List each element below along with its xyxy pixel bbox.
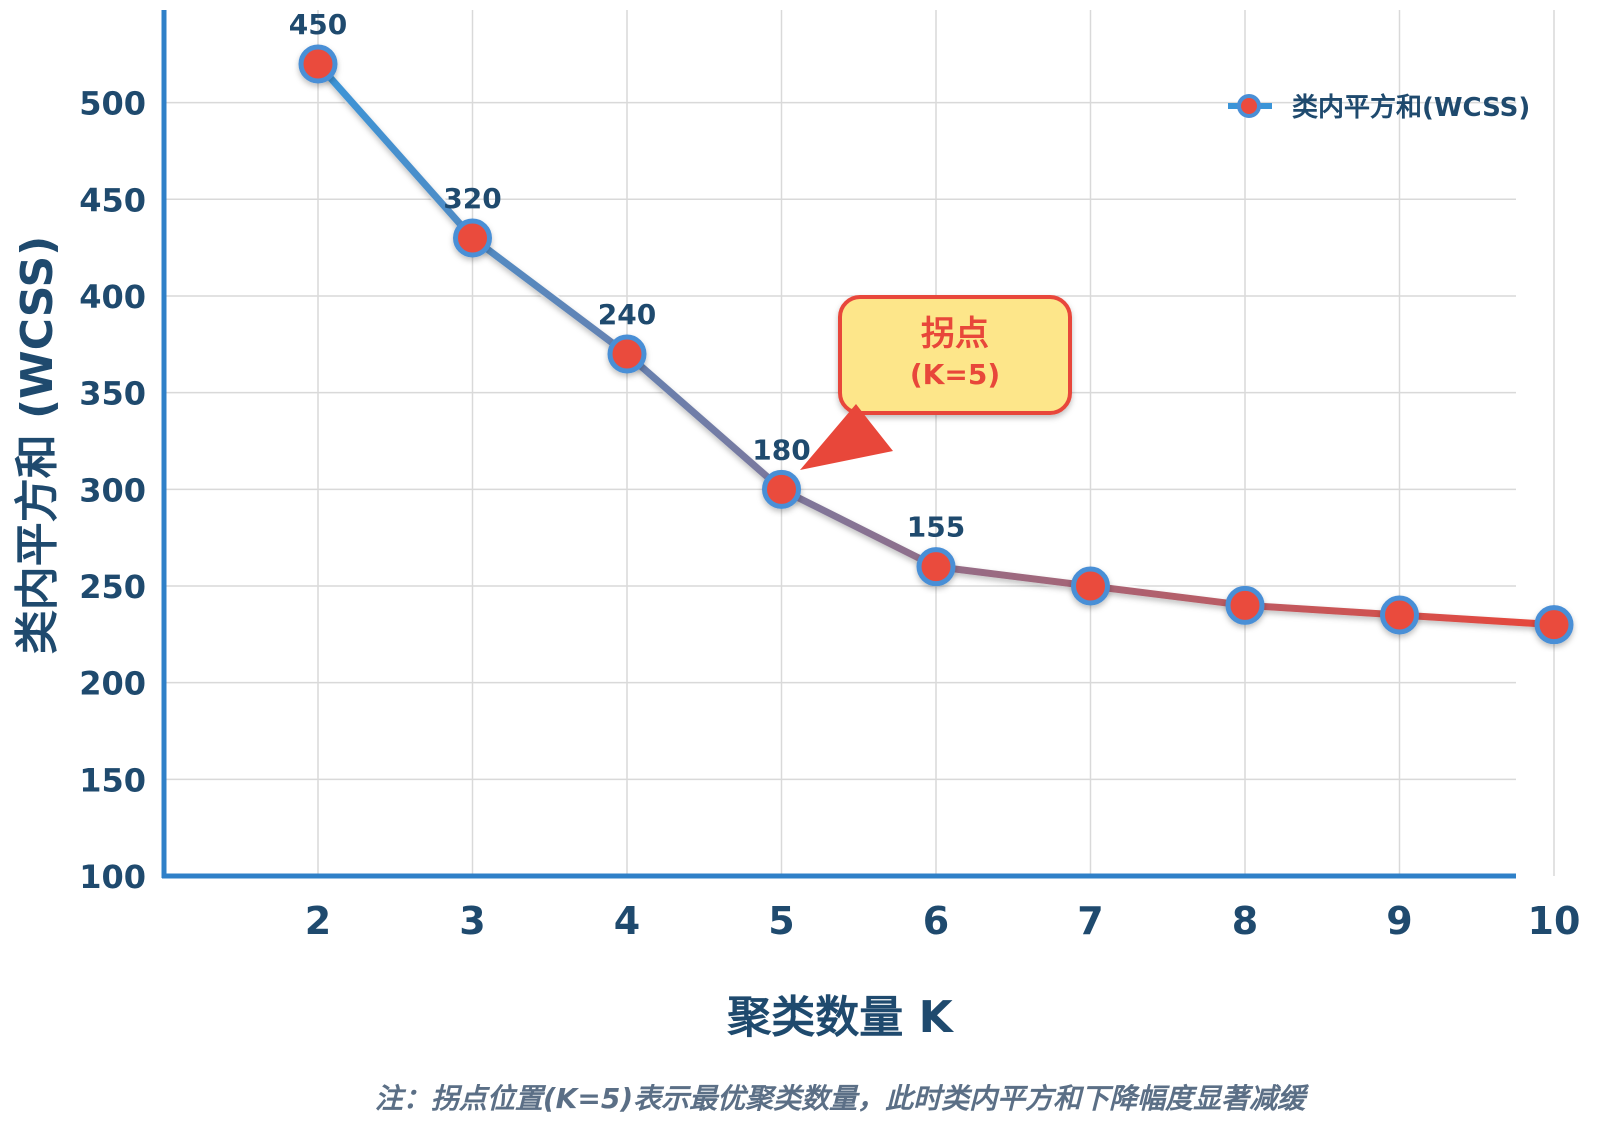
data-points xyxy=(298,44,1574,645)
x-tick-label: 9 xyxy=(1386,899,1412,943)
x-tick-label: 7 xyxy=(1077,899,1103,943)
y-tick-label: 450 xyxy=(79,181,146,219)
y-tick-label: 150 xyxy=(79,761,146,799)
data-label: 320 xyxy=(443,182,501,215)
data-point xyxy=(607,334,647,374)
x-tick-label: 5 xyxy=(768,899,794,943)
y-tick-label: 200 xyxy=(79,665,146,703)
y-tick-label: 100 xyxy=(79,858,146,896)
axes xyxy=(161,10,1516,879)
data-point xyxy=(762,469,801,509)
legend: 类内平方和(WCSS) xyxy=(1228,92,1530,123)
y-tick-label: 500 xyxy=(79,85,146,123)
y-tick-label: 300 xyxy=(79,471,146,509)
data-point xyxy=(1225,585,1265,625)
callout-box xyxy=(838,295,1072,415)
callout-arrow xyxy=(800,404,893,470)
y-tick-label: 400 xyxy=(79,278,146,316)
legend-label: 类内平方和(WCSS) xyxy=(1292,92,1530,123)
data-labels: 450 320 240 180 155 xyxy=(289,8,965,544)
x-tick-label: 3 xyxy=(459,899,485,943)
elbow-callout: 拐点 (K=5) xyxy=(800,295,1072,470)
y-tick-label: 250 xyxy=(79,568,146,606)
x-axis-title: 聚类数量 K xyxy=(726,992,954,1043)
data-point xyxy=(298,44,338,84)
y-tick-labels: 100 150 200 250 300 350 400 450 500 xyxy=(79,85,146,896)
x-tick-label: 10 xyxy=(1528,899,1581,943)
legend-marker xyxy=(1237,94,1261,118)
data-point xyxy=(916,547,956,587)
callout-subtitle: (K=5) xyxy=(910,358,1000,391)
data-point xyxy=(1534,605,1574,645)
data-label: 180 xyxy=(752,433,810,466)
data-point xyxy=(1071,566,1110,606)
x-tick-label: 8 xyxy=(1232,899,1258,943)
data-label: 450 xyxy=(289,8,347,41)
x-tick-labels: 2 3 4 5 6 7 8 9 10 xyxy=(305,899,1581,943)
data-label: 155 xyxy=(907,511,965,544)
callout-title: 拐点 xyxy=(921,314,989,354)
x-tick-label: 2 xyxy=(305,899,331,943)
data-point xyxy=(1380,595,1419,635)
x-tick-label: 6 xyxy=(923,899,949,943)
data-label: 240 xyxy=(598,298,656,331)
y-tick-label: 350 xyxy=(79,375,146,413)
data-point xyxy=(453,218,492,258)
y-axis-title: 类内平方和 (WCSS) xyxy=(12,236,63,655)
footnote: 注：拐点位置(K=5)表示最优聚类数量，此时类内平方和下降幅度显著减缓 xyxy=(375,1082,1310,1115)
x-tick-label: 4 xyxy=(614,899,640,943)
